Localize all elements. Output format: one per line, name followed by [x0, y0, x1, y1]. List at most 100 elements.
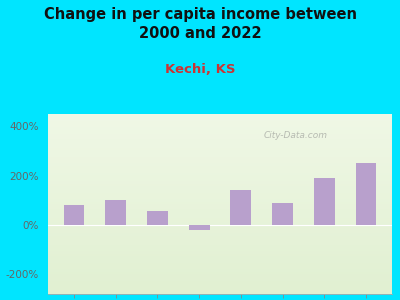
Bar	[48, 211, 392, 213]
Bar	[48, 125, 392, 127]
Bar	[48, 247, 392, 249]
Bar	[48, 258, 392, 260]
Bar	[48, 285, 392, 287]
Bar	[48, 226, 392, 227]
Bar	[48, 136, 392, 137]
Bar	[48, 173, 392, 175]
Bar	[48, 265, 392, 267]
Text: City-Data.com: City-Data.com	[264, 131, 328, 140]
Bar	[48, 238, 392, 240]
Bar	[48, 231, 392, 233]
Bar	[48, 274, 392, 276]
Bar	[48, 213, 392, 215]
Bar	[48, 253, 392, 254]
Bar	[48, 280, 392, 281]
Bar	[48, 137, 392, 139]
Bar	[48, 209, 392, 211]
Bar	[48, 218, 392, 220]
Bar	[48, 152, 392, 154]
Bar	[48, 150, 392, 152]
Bar	[48, 215, 392, 217]
Bar	[48, 262, 392, 263]
Bar	[48, 184, 392, 186]
Bar	[48, 229, 392, 231]
Bar	[48, 154, 392, 155]
Bar	[48, 186, 392, 188]
Bar	[48, 179, 392, 181]
Bar	[48, 240, 392, 242]
Bar	[48, 199, 392, 200]
Bar	[48, 164, 392, 166]
Bar	[48, 197, 392, 199]
Bar	[48, 227, 392, 229]
Bar	[48, 220, 392, 222]
Bar	[48, 233, 392, 235]
Bar	[48, 146, 392, 148]
Bar	[48, 128, 392, 130]
Bar	[314, 178, 335, 225]
Bar	[189, 225, 210, 230]
Bar	[48, 148, 392, 150]
Bar	[147, 212, 168, 225]
Bar	[48, 263, 392, 265]
Bar	[48, 172, 392, 173]
Bar	[105, 200, 126, 225]
Bar	[48, 245, 392, 247]
Bar	[48, 188, 392, 190]
Bar	[48, 134, 392, 136]
Bar	[48, 260, 392, 262]
Text: Kechi, KS: Kechi, KS	[165, 63, 235, 76]
Bar	[48, 256, 392, 258]
Bar	[48, 163, 392, 164]
Bar	[48, 236, 392, 238]
Bar	[64, 205, 84, 225]
Bar	[48, 141, 392, 143]
Bar	[48, 157, 392, 159]
Bar	[48, 276, 392, 278]
Bar	[230, 190, 251, 225]
Bar	[48, 121, 392, 123]
Bar	[48, 145, 392, 146]
Bar	[48, 208, 392, 209]
Bar	[48, 206, 392, 208]
Bar	[48, 114, 392, 116]
Bar	[48, 272, 392, 274]
Bar	[48, 155, 392, 157]
Bar	[48, 244, 392, 245]
Bar	[48, 281, 392, 283]
Bar	[48, 191, 392, 193]
Bar	[48, 132, 392, 134]
Bar	[48, 217, 392, 218]
Bar	[48, 168, 392, 170]
Bar	[48, 127, 392, 128]
Bar	[48, 123, 392, 125]
Bar	[272, 203, 293, 225]
Bar	[48, 235, 392, 236]
Bar	[48, 251, 392, 253]
Bar	[48, 193, 392, 195]
Bar	[356, 163, 376, 225]
Bar	[48, 177, 392, 179]
Bar	[48, 283, 392, 285]
Bar	[48, 190, 392, 191]
Bar	[48, 118, 392, 119]
Bar	[48, 292, 392, 294]
Bar	[48, 269, 392, 271]
Bar	[48, 222, 392, 224]
Bar	[48, 271, 392, 272]
Bar	[48, 278, 392, 280]
Bar	[48, 200, 392, 202]
Bar	[48, 242, 392, 244]
Bar	[48, 202, 392, 204]
Bar	[48, 161, 392, 163]
Bar	[48, 195, 392, 197]
Bar	[48, 119, 392, 121]
Bar	[48, 166, 392, 168]
Bar	[48, 181, 392, 182]
Bar	[48, 143, 392, 145]
Bar	[48, 290, 392, 292]
Bar	[48, 139, 392, 141]
Bar	[48, 267, 392, 269]
Bar	[48, 287, 392, 289]
Bar	[48, 204, 392, 206]
